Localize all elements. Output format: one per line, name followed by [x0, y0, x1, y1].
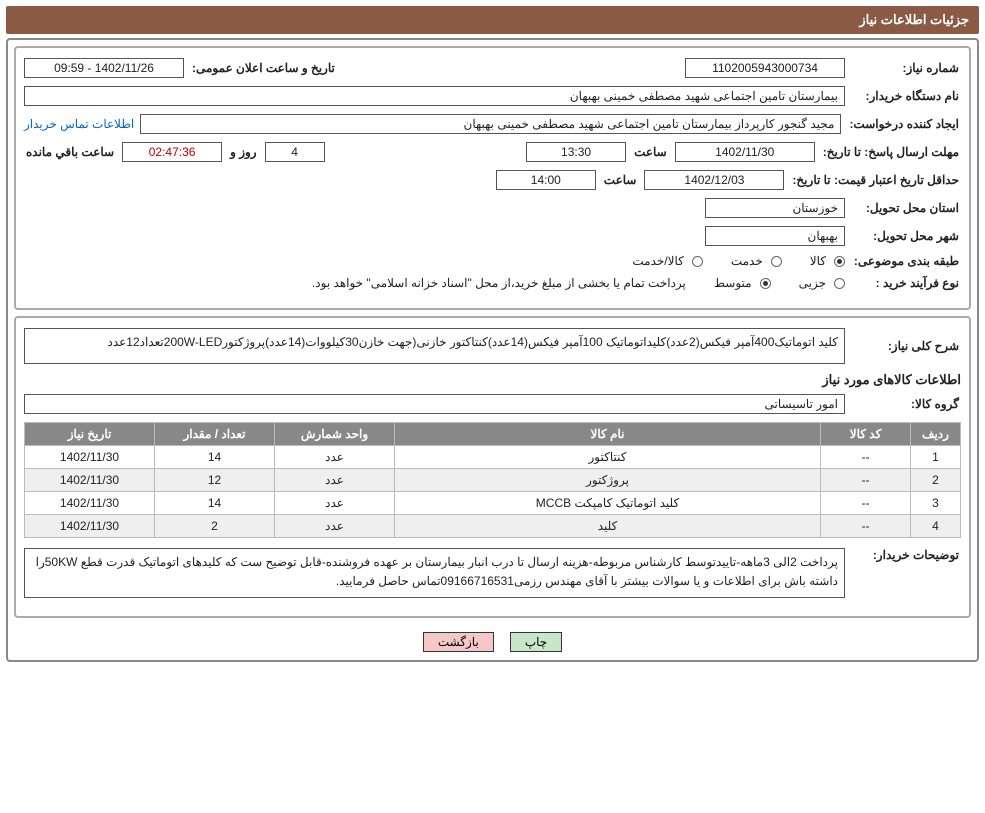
value-time-remaining: 02:47:36: [122, 142, 222, 162]
items-title: اطلاعات کالاهای مورد نیاز: [24, 372, 961, 388]
label-reply-deadline: مهلت ارسال پاسخ: تا تاریخ:: [821, 145, 961, 159]
page-title-bar: جزئیات اطلاعات نیاز: [6, 6, 979, 34]
label-time-remaining: ساعت باقي مانده: [24, 145, 116, 159]
cell-qty: 2: [155, 515, 275, 538]
footer-buttons: چاپ بازگشت: [14, 624, 971, 654]
label-buyer-notes: توضیحات خریدار:: [851, 548, 961, 562]
cell-qty: 14: [155, 446, 275, 469]
cell-date: 1402/11/30: [25, 492, 155, 515]
value-price-time: 14:00: [496, 170, 596, 190]
label-reply-time: ساعت: [632, 145, 669, 159]
cell-date: 1402/11/30: [25, 446, 155, 469]
cell-code: --: [821, 446, 911, 469]
value-reply-time: 13:30: [526, 142, 626, 162]
cell-date: 1402/11/30: [25, 515, 155, 538]
cell-name: کلید: [395, 515, 821, 538]
cell-name: کلید اتوماتیک کامپکت MCCB: [395, 492, 821, 515]
value-reply-date: 1402/11/30: [675, 142, 815, 162]
value-group: امور تاسیساتی: [24, 394, 845, 414]
th-unit: واحد شمارش: [275, 423, 395, 446]
value-buyer: بیمارستان تامین اجتماعی شهید مصطفی خمینی…: [24, 86, 845, 106]
label-creator: ایجاد کننده درخواست:: [847, 117, 961, 131]
label-purchase-type: نوع فرآیند خرید :: [851, 276, 961, 290]
radio-minor-label: جزیی: [799, 276, 826, 290]
value-days-remaining: 4: [265, 142, 325, 162]
label-category: طبقه بندی موضوعی:: [851, 254, 961, 268]
section-details: شماره نیاز: 1102005943000734 تاریخ و ساع…: [14, 46, 971, 310]
cell-date: 1402/11/30: [25, 469, 155, 492]
cell-qty: 14: [155, 492, 275, 515]
cell-unit: عدد: [275, 515, 395, 538]
radio-goods[interactable]: [834, 256, 845, 267]
cell-name: کنتاکتور: [395, 446, 821, 469]
label-group: گروه کالا:: [851, 397, 961, 411]
cell-row: 1: [911, 446, 961, 469]
main-container: شماره نیاز: 1102005943000734 تاریخ و ساع…: [6, 38, 979, 662]
value-province: خوزستان: [705, 198, 845, 218]
radio-medium[interactable]: [760, 278, 771, 289]
label-general-desc: شرح کلی نیاز:: [851, 339, 961, 353]
label-ann-date: تاریخ و ساعت اعلان عمومی:: [190, 61, 337, 75]
radio-goods-label: کالا: [810, 254, 826, 268]
th-code: کد کالا: [821, 423, 911, 446]
cell-unit: عدد: [275, 446, 395, 469]
page-title: جزئیات اطلاعات نیاز: [859, 12, 969, 27]
cell-name: پروژکتور: [395, 469, 821, 492]
purchase-type-note: پرداخت تمام یا بخشی از مبلغ خرید،از محل …: [312, 276, 686, 290]
table-row: 1--کنتاکتورعدد141402/11/30: [25, 446, 961, 469]
table-row: 4--کلیدعدد21402/11/30: [25, 515, 961, 538]
th-name: نام کالا: [395, 423, 821, 446]
radio-service-label: خدمت: [731, 254, 763, 268]
value-req-no: 1102005943000734: [685, 58, 845, 78]
label-req-no: شماره نیاز:: [851, 61, 961, 75]
radio-service[interactable]: [771, 256, 782, 267]
value-ann-date: 1402/11/26 - 09:59: [24, 58, 184, 78]
value-creator: مجید گنجور کارپرداز بیمارستان تامین اجتم…: [140, 114, 841, 134]
back-button[interactable]: بازگشت: [423, 632, 494, 652]
cell-row: 3: [911, 492, 961, 515]
cell-unit: عدد: [275, 469, 395, 492]
label-days: روز و: [228, 145, 259, 159]
cell-code: --: [821, 492, 911, 515]
cell-row: 4: [911, 515, 961, 538]
radio-both-label: کالا/خدمت: [632, 254, 683, 268]
th-date: تاریخ نیاز: [25, 423, 155, 446]
contact-link[interactable]: اطلاعات تماس خریدار: [24, 117, 134, 131]
table-row: 2--پروژکتورعدد121402/11/30: [25, 469, 961, 492]
value-buyer-notes: پرداخت 2الی 3ماهه-تاییدتوسط کارشناس مربو…: [24, 548, 845, 598]
value-general-desc: کلید اتوماتیک400آمپر فیکس(2عدد)کلیداتوما…: [24, 328, 845, 364]
table-row: 3--کلید اتوماتیک کامپکت MCCBعدد141402/11…: [25, 492, 961, 515]
cell-code: --: [821, 469, 911, 492]
value-price-date: 1402/12/03: [644, 170, 784, 190]
label-price-time: ساعت: [602, 173, 639, 187]
th-row: ردیف: [911, 423, 961, 446]
label-province: استان محل تحویل:: [851, 201, 961, 215]
label-buyer: نام دستگاه خریدار:: [851, 89, 961, 103]
radio-minor[interactable]: [834, 278, 845, 289]
print-button[interactable]: چاپ: [510, 632, 562, 652]
value-city: بهبهان: [705, 226, 845, 246]
cell-row: 2: [911, 469, 961, 492]
th-qty: تعداد / مقدار: [155, 423, 275, 446]
radio-both[interactable]: [692, 256, 703, 267]
cell-code: --: [821, 515, 911, 538]
label-price-validity: حداقل تاریخ اعتبار قیمت: تا تاریخ:: [790, 173, 961, 187]
radio-medium-label: متوسط: [714, 276, 752, 290]
label-city: شهر محل تحویل:: [851, 229, 961, 243]
cell-qty: 12: [155, 469, 275, 492]
items-table: ردیف کد کالا نام کالا واحد شمارش تعداد /…: [24, 422, 961, 538]
section-items: شرح کلی نیاز: کلید اتوماتیک400آمپر فیکس(…: [14, 316, 971, 618]
cell-unit: عدد: [275, 492, 395, 515]
